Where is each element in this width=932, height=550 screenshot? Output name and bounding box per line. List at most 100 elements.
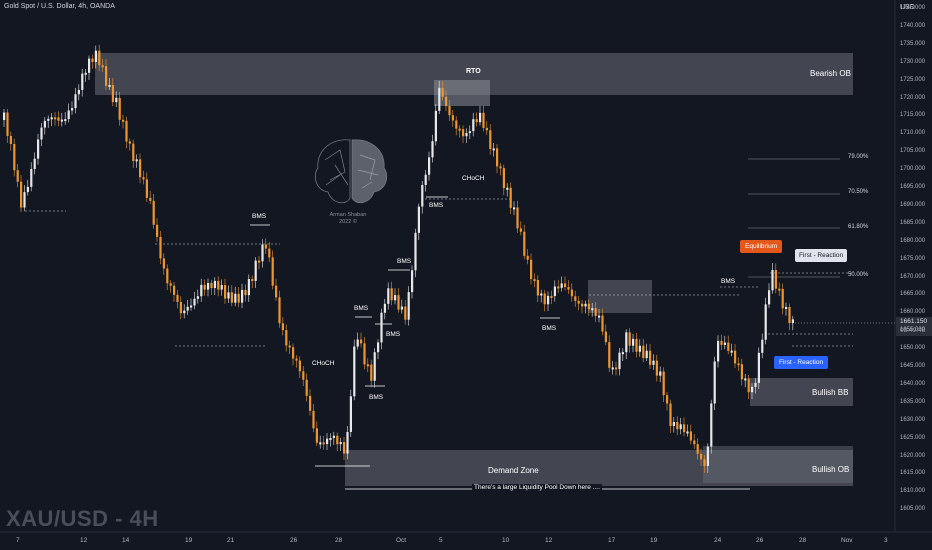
candle-body [295, 358, 298, 361]
candle-body [9, 135, 12, 145]
candle-body [210, 283, 213, 289]
candle-body [703, 459, 706, 466]
bms-label-4: BMS [397, 258, 412, 265]
candle-body [414, 232, 417, 271]
candle-body [220, 285, 223, 290]
candle-body [60, 119, 63, 122]
candle-body [84, 72, 87, 75]
structure-lines [25, 198, 853, 347]
candle-body [465, 133, 468, 137]
candle-body [625, 332, 628, 353]
candle-body [360, 339, 363, 344]
candle-body [526, 255, 529, 260]
candle-body [305, 379, 308, 396]
candle-body [591, 308, 594, 311]
candle-body [567, 287, 570, 290]
candle-body [196, 296, 199, 299]
candle-body [492, 148, 495, 151]
candle-body [482, 112, 485, 128]
price-tick-label: 1640.000 [900, 380, 926, 387]
candle-body [645, 350, 648, 359]
brain-logo [314, 139, 388, 204]
candle-body [523, 231, 526, 256]
candle-body [710, 403, 713, 447]
candle-body [285, 330, 288, 346]
candle-body [727, 342, 730, 351]
candle-body [761, 339, 764, 353]
price-tick-label: 1645.000 [900, 363, 926, 369]
candle-body [377, 342, 380, 353]
price-tick-label: 1630.000 [900, 416, 926, 423]
bms-label-1: BMS [252, 213, 267, 220]
time-tick-label: 24 [714, 537, 722, 544]
candle-body [683, 424, 686, 433]
bullish-ob-zone [703, 446, 853, 483]
time-tick-label: 26 [290, 537, 298, 544]
price-tick-label: 1725.000 [900, 76, 926, 83]
candle-body [387, 288, 390, 304]
candle-body [618, 352, 621, 370]
candle-body [57, 117, 60, 121]
candle-body [496, 148, 499, 167]
candle-body [472, 119, 475, 132]
price-tick-label: 1665.000 [900, 291, 926, 298]
candle-body [570, 289, 573, 297]
candle-body [468, 131, 471, 134]
currency-label: USD [900, 4, 915, 11]
candle-body [737, 363, 740, 366]
candle-body [213, 280, 216, 289]
candle-body [13, 144, 16, 171]
candle-body [275, 285, 278, 298]
candle-body [754, 382, 757, 387]
candle-body [672, 422, 675, 427]
candle-body [438, 87, 441, 111]
candle-body [298, 360, 301, 372]
candle-body [176, 294, 179, 302]
candle-body [723, 342, 726, 345]
candle-body [332, 435, 335, 439]
candle-body [23, 192, 26, 208]
candle-body [516, 207, 519, 229]
candle-body [237, 293, 240, 303]
candle-body [744, 378, 747, 381]
price-tick-label: 1680.000 [900, 237, 926, 244]
candle-body [785, 306, 788, 309]
price-tick-label: 1610.000 [900, 488, 926, 495]
candle-body [564, 283, 567, 288]
candle-body [264, 244, 267, 249]
candle-body [346, 431, 349, 454]
first-reaction-bottom-callout: First - Reaction [774, 356, 829, 369]
price-tick-label: 1710.000 [900, 130, 926, 137]
candle-body [679, 424, 682, 430]
candle-body [788, 306, 791, 324]
time-tick-label: 10 [502, 537, 510, 544]
time-tick-label: 19 [185, 537, 193, 544]
candle-body [533, 279, 536, 282]
candle-body [142, 177, 145, 180]
candle-body [764, 304, 767, 340]
time-tick-label: 12 [545, 537, 553, 544]
candle-body [64, 119, 67, 122]
time-tick-label: 28 [799, 537, 807, 544]
price-tick-label: 1745.000 [900, 5, 926, 11]
candle-body [244, 289, 247, 296]
candle-body [686, 431, 689, 434]
candle-body [536, 279, 539, 296]
candle-body [152, 200, 155, 225]
candle-body [234, 293, 237, 303]
candle-body [513, 207, 516, 210]
candle-body [560, 283, 563, 288]
candle-body [720, 340, 723, 345]
candle-body [227, 292, 230, 299]
candle-body [132, 143, 135, 162]
candle-body [139, 159, 142, 178]
price-tick-label: 1695.000 [900, 184, 926, 190]
candle-body [309, 395, 312, 411]
candle-body [553, 286, 556, 297]
candle-body [373, 352, 376, 381]
candle-body [54, 117, 57, 120]
candle-body [6, 112, 9, 136]
brand-text: Arman Shaban 2022 © [318, 212, 378, 226]
time-tick-label: 12 [80, 537, 88, 544]
